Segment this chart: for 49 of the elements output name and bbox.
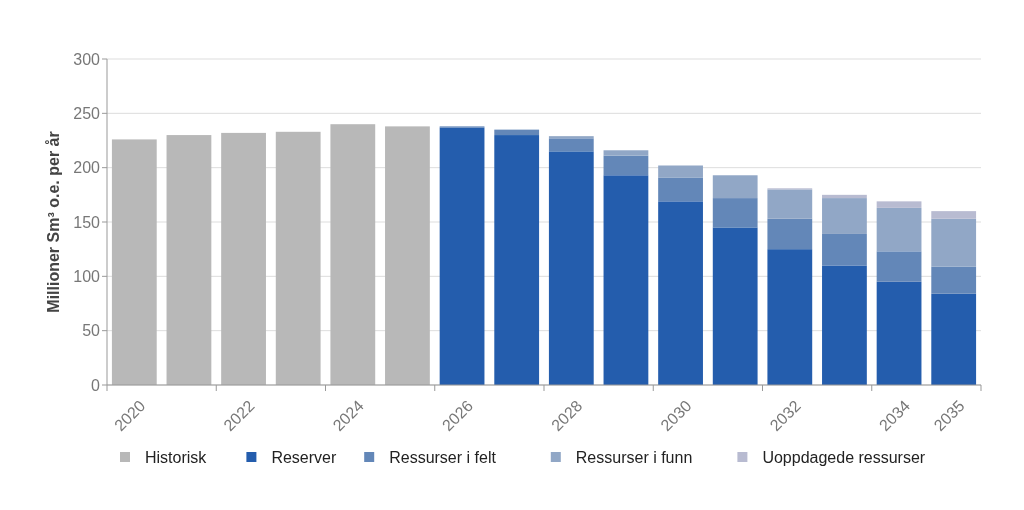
bar — [603, 175, 649, 385]
bar — [822, 194, 867, 199]
bar — [876, 207, 922, 252]
bar — [548, 136, 594, 139]
legend-label: Reserver — [271, 448, 337, 466]
bar — [822, 198, 867, 234]
bar — [931, 218, 977, 267]
bar — [712, 198, 758, 228]
bar — [385, 126, 430, 385]
bar — [603, 155, 649, 176]
bar — [767, 218, 813, 250]
bar — [221, 132, 266, 385]
y-tick-label: 0 — [91, 376, 101, 394]
bar — [494, 135, 540, 385]
y-tick-label: 150 — [73, 213, 101, 231]
bar — [658, 165, 703, 178]
bar — [494, 129, 540, 136]
bar — [548, 138, 594, 152]
bar — [712, 175, 758, 199]
legend-label: Uoppdagede ressurser — [762, 448, 926, 466]
bar — [822, 233, 867, 266]
bar — [603, 150, 649, 156]
y-tick-label: 200 — [73, 159, 101, 177]
bar — [712, 227, 758, 385]
bar — [330, 124, 376, 385]
bar — [876, 201, 922, 208]
legend-label: Historisk — [145, 448, 208, 466]
bar — [767, 189, 813, 219]
bar — [658, 201, 703, 385]
bar — [876, 251, 922, 282]
bar — [931, 293, 977, 385]
y-tick-label: 50 — [82, 322, 101, 340]
bar — [931, 211, 977, 219]
legend-label: Ressurser i felt — [389, 448, 497, 466]
bar — [548, 151, 594, 385]
bar — [876, 281, 922, 385]
bar — [822, 265, 867, 385]
bar — [111, 139, 157, 385]
legend-label: Ressurser i funn — [575, 448, 693, 466]
bar — [275, 131, 321, 385]
y-tick-label: 250 — [73, 104, 101, 122]
bar — [658, 177, 703, 202]
y-tick-label: 300 — [73, 50, 101, 68]
y-tick-label: 100 — [73, 267, 101, 285]
bar — [767, 249, 813, 385]
bar — [439, 127, 485, 385]
bar — [931, 266, 977, 294]
y-axis-title: Millioner Sm³ o.e. per år — [45, 131, 62, 313]
bar — [166, 135, 212, 385]
